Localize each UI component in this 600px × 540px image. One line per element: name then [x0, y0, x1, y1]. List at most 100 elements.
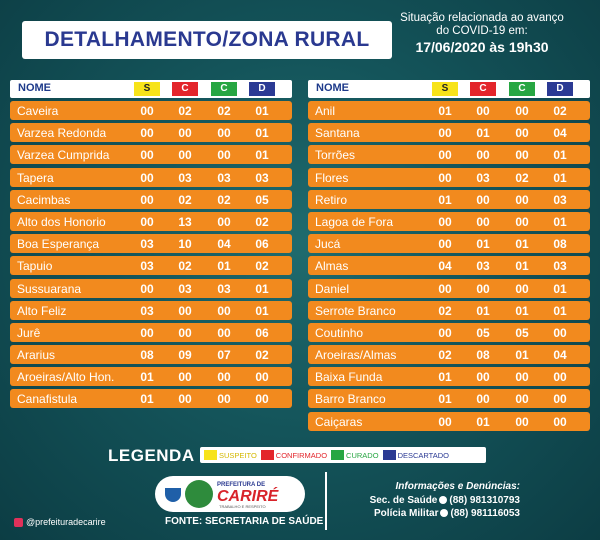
cell-d: 01 [255, 281, 269, 296]
left-rows: Caveira 00 02 02 01 Varzea Redonda 00 00 00 01 Var… [10, 101, 292, 409]
table-row: Daniel 00 00 00 01 [308, 278, 590, 298]
row-name: Varzea Cumprida [17, 148, 110, 163]
cell-cu: 01 [515, 303, 529, 318]
cell-cu: 00 [217, 325, 231, 340]
cell-cu: 00 [515, 192, 529, 207]
table-row: Aroeiras/Alto Hon. 01 00 00 00 [10, 367, 292, 387]
column-c-header: C [470, 82, 496, 96]
table-row: Varzea Cumprida 00 00 00 01 [10, 145, 292, 165]
contact-phone: (88) 981310793 [449, 495, 520, 506]
cell-cu: 07 [217, 348, 231, 363]
instagram-text: @prefeituradecarire [26, 517, 106, 527]
row-name: Daniel [315, 281, 350, 296]
column-cu-header: C [509, 82, 535, 96]
cell-c: 03 [476, 259, 490, 274]
legend-label: CURADO [346, 450, 379, 460]
row-name: Retiro [315, 192, 348, 207]
table-row: Alto dos Honorio 00 13 00 02 [10, 211, 292, 231]
cell-d: 01 [255, 303, 269, 318]
cell-cu: 00 [217, 126, 231, 141]
cell-s: 00 [140, 325, 154, 340]
column-s-header: S [134, 82, 160, 96]
row-name: Serrote Branco [315, 303, 396, 318]
cell-c: 03 [178, 281, 192, 296]
table-row: Serrote Branco 02 01 01 01 [308, 300, 590, 320]
logo-line-2: CARIRÉ [217, 488, 279, 505]
table-row: Tapera 00 03 03 03 [10, 167, 292, 187]
legend-item-descartado: DESCARTADO [382, 450, 449, 460]
source-note: FONTE: SECRETARIA DE SAÚDE [165, 516, 324, 527]
cell-cu: 00 [217, 303, 231, 318]
instagram-icon [14, 518, 23, 528]
contact-label: Sec. de Saúde [369, 495, 438, 506]
table-row: Cacimbas 00 02 02 05 [10, 189, 292, 209]
divider [325, 472, 327, 530]
cell-s: 03 [140, 237, 154, 252]
cell-cu: 02 [217, 192, 231, 207]
legend-title: LEGENDA [108, 446, 195, 465]
cell-cu: 00 [515, 392, 529, 407]
cell-cu: 03 [217, 281, 231, 296]
cell-s: 02 [438, 303, 452, 318]
cell-c: 00 [178, 303, 192, 318]
cell-cu: 03 [217, 170, 231, 185]
cell-c: 00 [476, 104, 490, 118]
table-row: Caveira 00 02 02 01 [10, 101, 292, 120]
row-name: Jurê [17, 325, 41, 340]
row-name: Tapera [17, 170, 54, 185]
table-row: Varzea Redonda 00 00 00 01 [10, 123, 292, 143]
row-name: Santana [315, 126, 360, 141]
cell-c: 03 [476, 170, 490, 185]
cell-cu: 00 [515, 214, 529, 229]
column-s-header: S [432, 82, 458, 96]
cell-d: 04 [553, 126, 567, 141]
cell-s: 00 [438, 237, 452, 252]
cell-c: 00 [178, 325, 192, 340]
cell-d: 03 [553, 259, 567, 274]
table-row: Retiro 01 00 00 03 [308, 189, 590, 209]
column-d-header: D [547, 82, 573, 96]
legend-item-confirmado: CONFIRMADO [260, 450, 327, 460]
cell-d: 00 [553, 325, 567, 340]
row-name: Barro Branco [315, 392, 386, 407]
cell-s: 00 [140, 192, 154, 207]
cell-c: 01 [476, 414, 490, 429]
cell-cu: 05 [515, 325, 529, 340]
table-row: Caiçaras 00 01 00 00 [308, 411, 590, 431]
table-row: Baixa Funda 01 00 00 00 [308, 367, 590, 387]
cell-d: 01 [553, 281, 567, 296]
contact-label: Polícia Militar [374, 508, 439, 519]
table-header: NOME S C C D [308, 80, 590, 98]
right-table: NOME S C C D Anil 01 00 00 02 Santana 00 01 00 04… [308, 80, 590, 434]
page-title: DETALHAMENTO/ZONA RURAL [44, 28, 370, 51]
contact-phone: (88) 981116053 [450, 508, 520, 519]
row-name: Caveira [17, 104, 59, 118]
table-row: Sussuarana 00 03 03 01 [10, 278, 292, 298]
palm-tree-icon [185, 480, 213, 508]
cell-cu: 00 [515, 126, 529, 141]
prefeitura-logo: PREFEITURA DE CARIRÉ TRABALHO E RESPEITO [155, 476, 305, 512]
cell-cu: 00 [217, 392, 231, 407]
cell-cu: 01 [515, 259, 529, 274]
cell-d: 02 [255, 348, 269, 363]
situation-note: Situação relacionada ao avanço do COVID-… [382, 12, 582, 54]
row-name: Ararius [17, 348, 56, 363]
column-name-header: NOME [18, 82, 51, 94]
row-name: Torrões [315, 148, 356, 163]
cell-c: 05 [476, 325, 490, 340]
cell-cu: 02 [217, 104, 231, 118]
row-name: Sussuarana [17, 281, 82, 296]
cell-c: 00 [178, 126, 192, 141]
legend-swatch-green [331, 450, 345, 460]
cell-c: 02 [178, 259, 192, 274]
cell-s: 03 [140, 259, 154, 274]
cell-d: 00 [553, 414, 567, 429]
shield-icon [165, 488, 181, 502]
logo-line-3: TRABALHO E RESPEITO [219, 504, 266, 509]
table-row: Alto Feliz 03 00 00 01 [10, 300, 292, 320]
cell-cu: 01 [515, 237, 529, 252]
cell-s: 00 [438, 281, 452, 296]
cell-d: 00 [255, 392, 269, 407]
contact-title: Informações e Denúncias: [395, 481, 520, 492]
title-banner: DETALHAMENTO/ZONA RURAL [22, 21, 392, 59]
